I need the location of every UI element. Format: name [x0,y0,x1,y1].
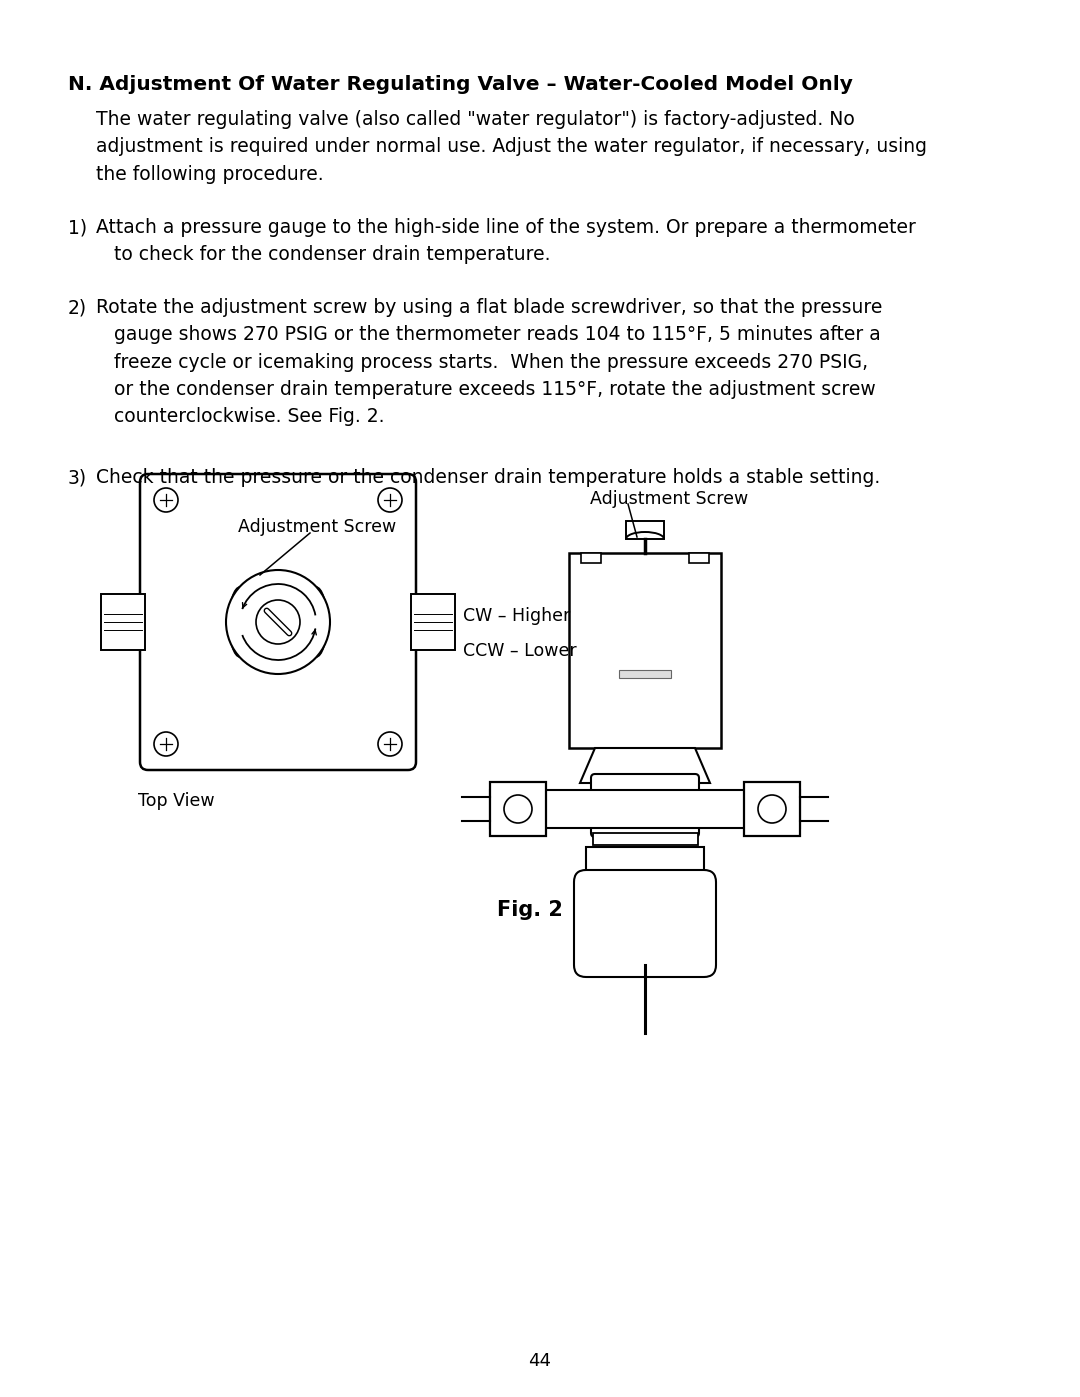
FancyBboxPatch shape [593,833,698,845]
Text: Rotate the adjustment screw by using a flat blade screwdriver, so that the press: Rotate the adjustment screw by using a f… [96,298,882,426]
Text: Attach a pressure gauge to the high-side line of the system. Or prepare a thermo: Attach a pressure gauge to the high-side… [96,218,916,264]
Circle shape [256,599,300,644]
FancyBboxPatch shape [586,847,704,882]
FancyBboxPatch shape [581,553,600,563]
FancyBboxPatch shape [569,553,721,747]
Text: 1): 1) [68,218,87,237]
FancyBboxPatch shape [626,521,664,539]
FancyBboxPatch shape [140,474,416,770]
Text: N. Adjustment Of Water Regulating Valve – Water-Cooled Model Only: N. Adjustment Of Water Regulating Valve … [68,75,853,94]
FancyBboxPatch shape [573,870,716,977]
Ellipse shape [305,587,327,657]
Circle shape [226,570,330,673]
Polygon shape [580,747,710,782]
Ellipse shape [229,587,251,657]
Text: 2): 2) [68,298,87,317]
Text: Top View: Top View [138,792,215,810]
FancyBboxPatch shape [591,774,699,837]
Text: 3): 3) [68,468,87,488]
Text: Adjustment Screw: Adjustment Screw [238,518,396,536]
Text: Check that the pressure or the condenser drain temperature holds a stable settin: Check that the pressure or the condenser… [96,468,880,488]
Text: Adjustment Screw: Adjustment Screw [590,490,748,509]
FancyBboxPatch shape [689,553,708,563]
Circle shape [154,732,178,756]
FancyBboxPatch shape [744,782,800,835]
FancyBboxPatch shape [619,671,671,678]
Circle shape [504,795,532,823]
Circle shape [758,795,786,823]
Text: CW – Higher: CW – Higher [463,608,570,624]
Circle shape [378,488,402,511]
FancyBboxPatch shape [102,594,145,650]
Text: Fig. 2: Fig. 2 [497,900,563,921]
Circle shape [378,732,402,756]
FancyBboxPatch shape [411,594,455,650]
Text: CCW – Lower: CCW – Lower [463,643,577,659]
Circle shape [154,488,178,511]
Text: 44: 44 [528,1352,552,1370]
FancyBboxPatch shape [490,782,546,835]
Text: The water regulating valve (also called "water regulator") is factory-adjusted. : The water regulating valve (also called … [96,110,927,183]
FancyBboxPatch shape [490,789,800,828]
